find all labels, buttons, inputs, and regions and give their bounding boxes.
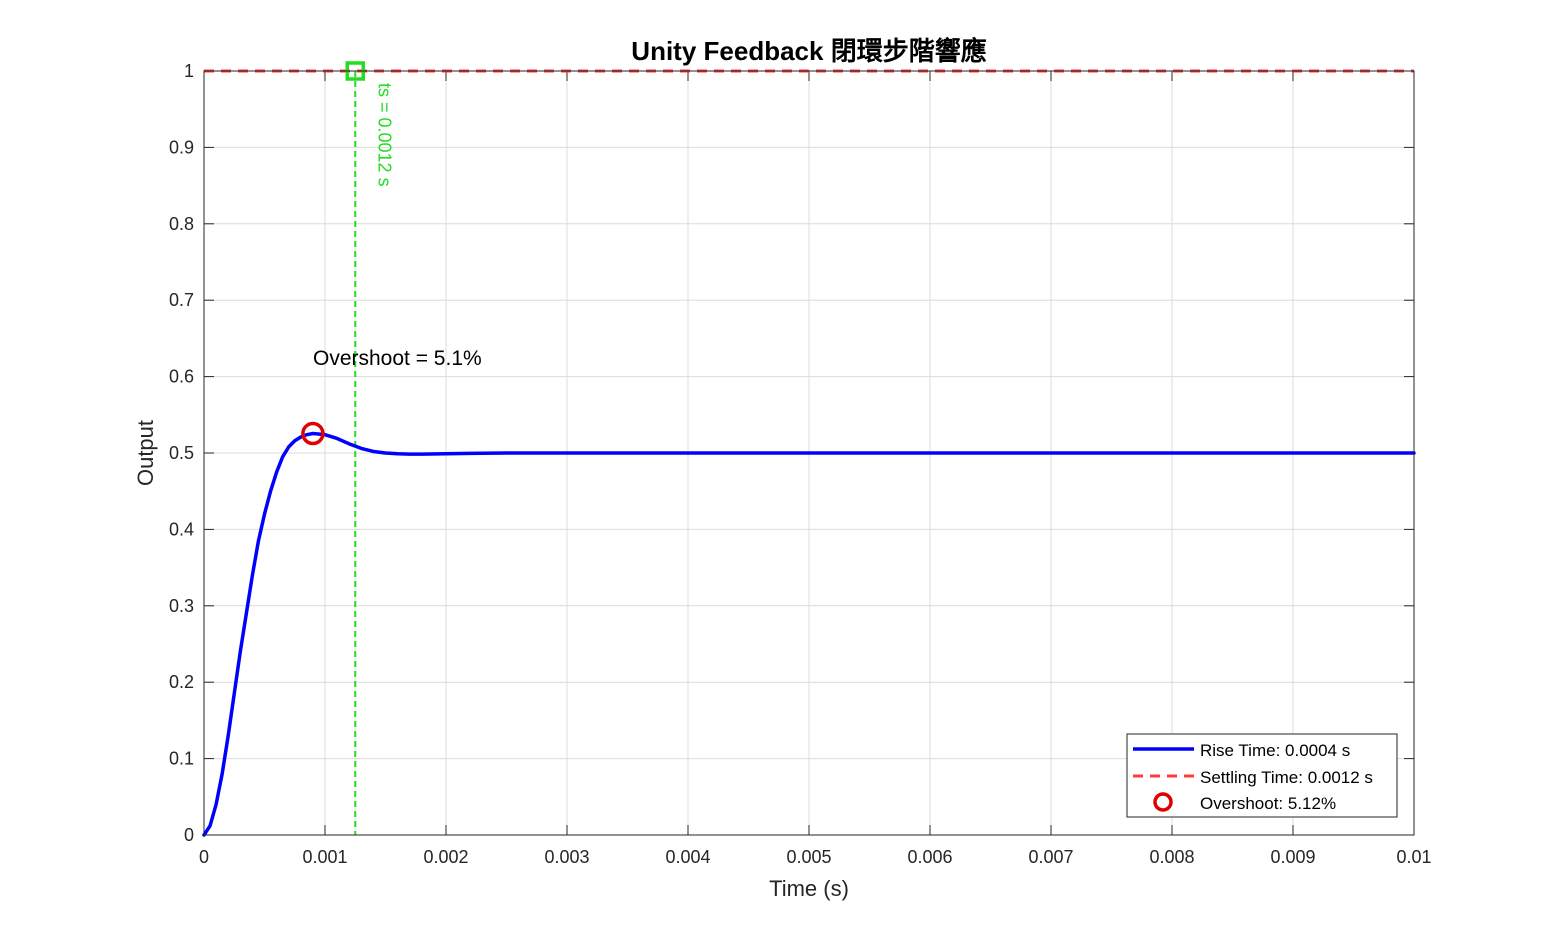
legend: Rise Time: 0.0004 s Settling Time: 0.001… bbox=[1126, 733, 1398, 818]
axes-box bbox=[203, 70, 1415, 836]
x-tick-label: 0.004 bbox=[665, 847, 710, 867]
y-tick-label: 0.3 bbox=[169, 596, 194, 616]
y-tick-label: 0.5 bbox=[169, 443, 194, 463]
legend-label-settling-time: Settling Time: 0.0012 s bbox=[1200, 768, 1373, 787]
x-tick-label: 0.001 bbox=[302, 847, 347, 867]
x-tick-label: 0 bbox=[199, 847, 209, 867]
x-tick-label: 0.002 bbox=[423, 847, 468, 867]
x-tick-labels: 0 0.001 0.002 0.003 0.004 0.005 0.006 0.007 0.00… bbox=[199, 847, 1432, 867]
y-tick-label: 0.4 bbox=[169, 519, 194, 539]
x-tick-label: 0.003 bbox=[544, 847, 589, 867]
y-axis-label: Output bbox=[133, 420, 158, 486]
x-tick-label: 0.006 bbox=[907, 847, 952, 867]
y-tick-label: 0.6 bbox=[169, 367, 194, 387]
step-response-line bbox=[202, 431, 1416, 837]
legend-swatch-overshoot bbox=[1153, 792, 1173, 812]
legend-label-overshoot: Overshoot: 5.12% bbox=[1200, 794, 1336, 813]
y-tick-label: 0.9 bbox=[169, 137, 194, 157]
overshoot-annotation: Overshoot = 5.1% bbox=[313, 347, 482, 370]
x-tick-label: 0.008 bbox=[1149, 847, 1194, 867]
x-tick-label: 0.005 bbox=[786, 847, 831, 867]
legend-label-rise-time: Rise Time: 0.0004 s bbox=[1200, 741, 1350, 760]
overshoot-marker bbox=[301, 421, 325, 446]
x-tick-label: 0.009 bbox=[1270, 847, 1315, 867]
y-tick-label: 0.2 bbox=[169, 672, 194, 692]
y-tick-label: 0.8 bbox=[169, 214, 194, 234]
y-tick-label: 0.7 bbox=[169, 290, 194, 310]
y-tick-label: 1 bbox=[184, 61, 194, 81]
x-tick-label: 0.01 bbox=[1396, 847, 1431, 867]
x-axis-label: Time (s) bbox=[769, 876, 849, 901]
y-tick-labels: 0 0.1 0.2 0.3 0.4 0.5 0.6 0.7 0.8 0.9 1 bbox=[169, 61, 194, 845]
x-tick-label: 0.007 bbox=[1028, 847, 1073, 867]
y-tick-label: 0 bbox=[184, 825, 194, 845]
y-tick-label: 0.1 bbox=[169, 749, 194, 769]
chart-title: Unity Feedback 閉環步階響應 bbox=[631, 36, 986, 66]
settling-time-annotation: ts = 0.0012 s bbox=[374, 83, 394, 187]
